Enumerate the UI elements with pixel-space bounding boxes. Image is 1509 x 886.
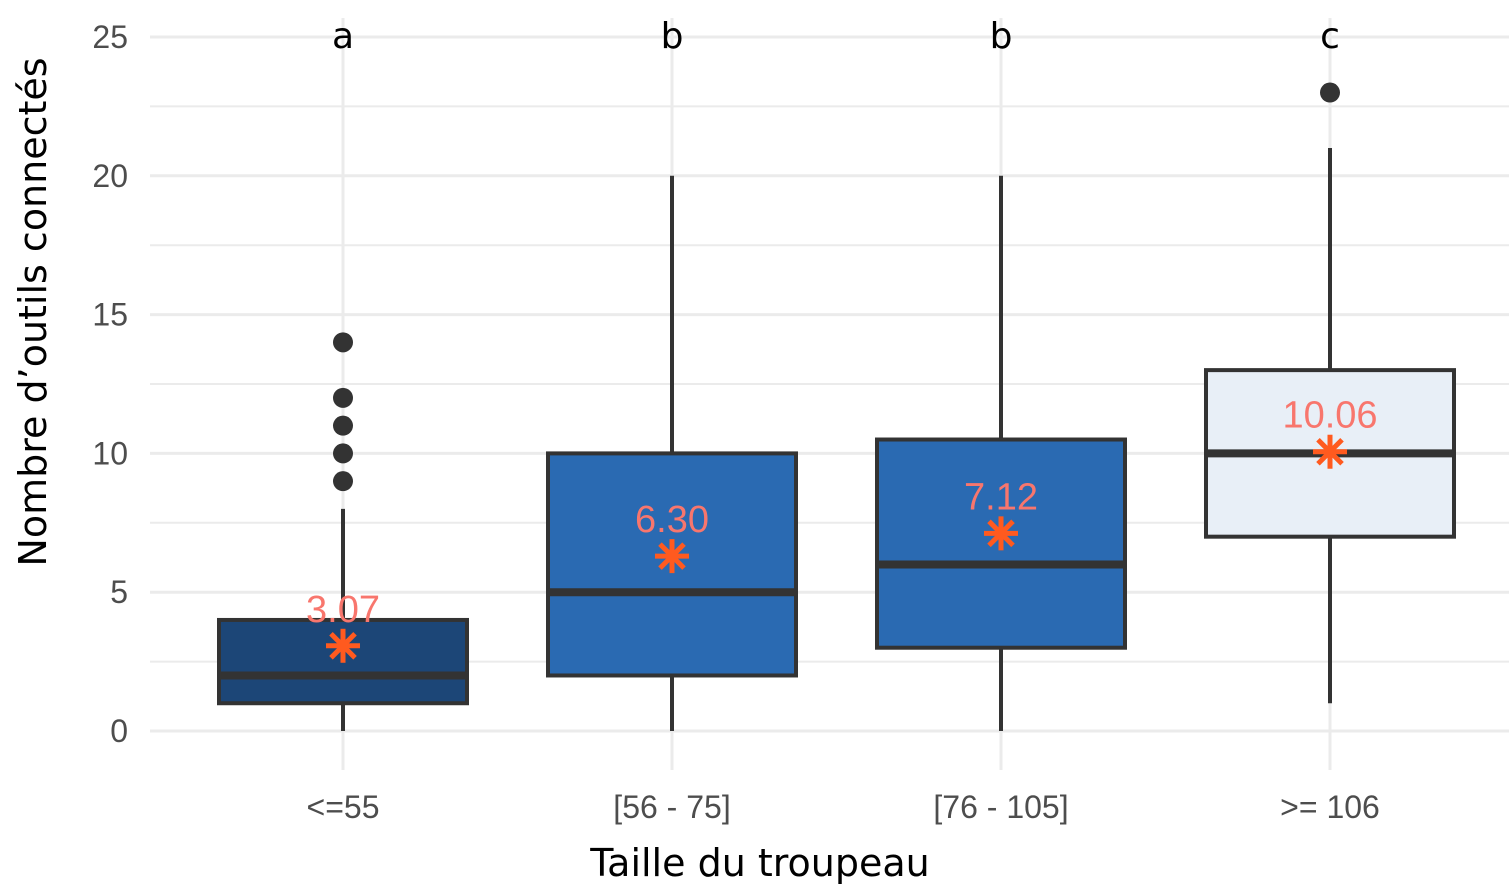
mean-marker-stroke [987,519,1015,548]
mean-label: 6.30 [635,499,709,541]
y-tick-label: 20 [92,158,128,194]
x-tick-label: >= 106 [1280,789,1380,825]
x-tick-label: [76 - 105] [933,789,1068,825]
x-tick-label: <=55 [307,789,380,825]
mean-marker-stroke [1316,437,1344,466]
y-tick-label: 5 [110,574,128,610]
mean-label: 10.06 [1282,395,1377,437]
y-tick-label: 10 [92,435,128,471]
box-group-1: 3.07 [217,332,469,731]
box-group-3: 7.12 [875,175,1127,731]
group-letter: b [990,16,1013,57]
y-tick-label: 15 [92,297,128,333]
box-layer: 3.07 6.30 7.12 10.06 [217,82,1456,731]
mean-label: 7.12 [964,476,1038,518]
outlier-point [333,387,353,408]
mean-marker-stroke [329,631,357,660]
x-axis-title: Taille du troupeau [589,841,930,885]
group-letter: a [332,16,354,57]
outlier-point [333,443,353,464]
y-axis-title: Nombre d’outils connectés [11,57,55,566]
mean-marker [326,628,360,663]
mean-marker [1313,434,1347,469]
group-letter: b [661,16,684,57]
outlier-point [333,332,353,353]
mean-marker [655,539,689,574]
box-group-2: 6.30 [546,175,798,731]
outlier-point [1320,82,1340,103]
x-tick-label: [56 - 75] [613,789,730,825]
outlier-point [333,415,353,436]
box-group-4: 10.06 [1204,82,1456,704]
mean-marker-stroke [658,542,686,570]
y-tick-label: 25 [92,19,128,55]
y-tick-label: 0 [110,713,128,749]
mean-label: 3.07 [306,589,380,631]
label-layer: 0 5 10 15 20 25 a <=55 b [56 - 75] b [76 - 105] c >= … [92,16,1379,825]
outlier-point [333,471,353,492]
group-letter: c [1320,16,1340,57]
mean-marker [984,516,1018,551]
